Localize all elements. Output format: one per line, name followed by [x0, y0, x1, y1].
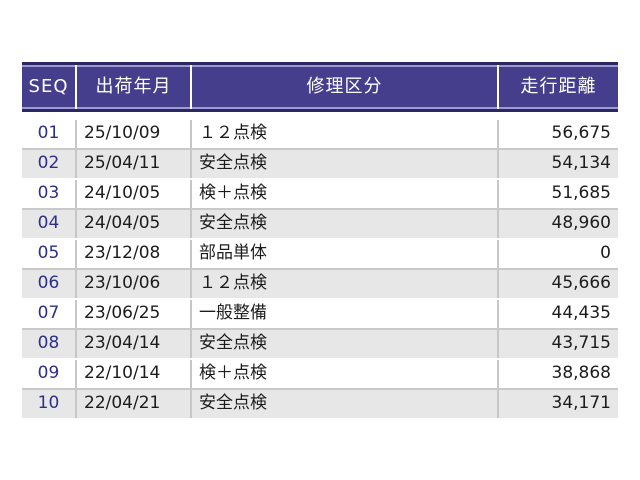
ship-date-cell: 22/04/21: [75, 390, 190, 418]
ship-date-cell: 24/10/05: [75, 180, 190, 208]
ship-date-cell: 23/06/25: [75, 300, 190, 328]
repair-type-cell: １２点検: [190, 120, 497, 148]
repair-type-cell: 検＋点検: [190, 360, 497, 388]
table-row[interactable]: 01 25/10/09 １２点検 56,675: [22, 118, 618, 148]
ship-date-cell: 23/04/14: [75, 330, 190, 358]
ship-date-cell: 22/10/14: [75, 360, 190, 388]
ship-date-cell: 23/10/06: [75, 270, 190, 298]
repair-type-cell: 部品単体: [190, 240, 497, 268]
seq-cell: 05: [37, 243, 60, 263]
seq-cell: 08: [37, 333, 60, 353]
seq-cell: 09: [37, 363, 60, 383]
table-row[interactable]: 03 24/10/05 検＋点検 51,685: [22, 178, 618, 208]
repair-type-cell: 安全点検: [190, 330, 497, 358]
repair-history-table: SEQ 出荷年月 修理区分 走行距離 01 25/10/09 １２点検 56,6…: [22, 62, 618, 418]
table-row[interactable]: 10 22/04/21 安全点検 34,171: [22, 388, 618, 418]
mileage-cell: 44,435: [497, 300, 618, 328]
mileage-cell: 51,685: [497, 180, 618, 208]
table-row[interactable]: 08 23/04/14 安全点検 43,715: [22, 328, 618, 358]
mileage-cell: 38,868: [497, 360, 618, 388]
table-body: 01 25/10/09 １２点検 56,675 02 25/04/11 安全点検…: [22, 118, 618, 418]
table-row[interactable]: 05 23/12/08 部品単体 0: [22, 238, 618, 268]
seq-cell: 10: [37, 393, 60, 413]
mileage-cell: 43,715: [497, 330, 618, 358]
mileage-cell: 54,134: [497, 150, 618, 178]
ship-date-cell: 23/12/08: [75, 240, 190, 268]
ship-date-cell: 25/10/09: [75, 120, 190, 148]
column-header-ship-date: 出荷年月: [75, 65, 190, 109]
ship-date-cell: 25/04/11: [75, 150, 190, 178]
table-row[interactable]: 06 23/10/06 １２点検 45,666: [22, 268, 618, 298]
seq-cell: 03: [37, 183, 60, 203]
repair-type-cell: 一般整備: [190, 300, 497, 328]
seq-cell: 06: [37, 273, 60, 293]
mileage-cell: 34,171: [497, 390, 618, 418]
repair-type-cell: 安全点検: [190, 390, 497, 418]
repair-type-cell: 安全点検: [190, 150, 497, 178]
table-row[interactable]: 02 25/04/11 安全点検 54,134: [22, 148, 618, 178]
mileage-cell: 45,666: [497, 270, 618, 298]
repair-type-cell: １２点検: [190, 270, 497, 298]
table-row[interactable]: 09 22/10/14 検＋点検 38,868: [22, 358, 618, 388]
repair-type-cell: 検＋点検: [190, 180, 497, 208]
column-header-mileage: 走行距離: [497, 65, 618, 109]
repair-type-cell: 安全点検: [190, 210, 497, 238]
ship-date-cell: 24/04/05: [75, 210, 190, 238]
seq-cell: 02: [37, 153, 60, 173]
column-header-seq: SEQ: [28, 76, 69, 97]
column-header-repair-type: 修理区分: [190, 65, 497, 109]
table-row[interactable]: 07 23/06/25 一般整備 44,435: [22, 298, 618, 328]
mileage-cell: 48,960: [497, 210, 618, 238]
seq-cell: 01: [37, 123, 60, 143]
seq-cell: 04: [37, 213, 60, 233]
mileage-cell: 56,675: [497, 120, 618, 148]
mileage-cell: 0: [497, 240, 618, 268]
table-header-row: SEQ 出荷年月 修理区分 走行距離: [22, 62, 618, 112]
seq-cell: 07: [37, 303, 60, 323]
table-row[interactable]: 04 24/04/05 安全点検 48,960: [22, 208, 618, 238]
